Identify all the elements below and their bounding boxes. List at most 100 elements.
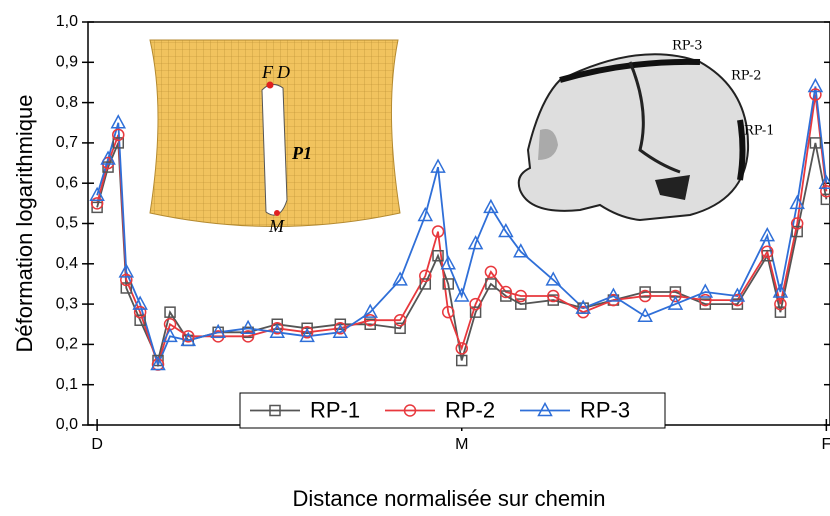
marker (182, 330, 195, 343)
marker (150, 355, 166, 371)
y-tick-label: 0,1 (56, 376, 78, 393)
marker (362, 303, 378, 318)
marker (575, 299, 591, 314)
marker (240, 319, 256, 335)
marker (332, 323, 349, 339)
marker (499, 285, 513, 299)
marker (269, 404, 281, 417)
marker (774, 297, 787, 311)
y-tick-label: 0,9 (56, 54, 78, 71)
marker (120, 282, 133, 294)
marker (301, 322, 313, 335)
legend-box (239, 392, 666, 429)
marker (89, 186, 105, 202)
marker (500, 290, 512, 302)
marker (392, 271, 408, 286)
marker (210, 323, 226, 339)
marker (697, 283, 714, 298)
marker (515, 298, 527, 310)
marker (393, 313, 407, 327)
marker (453, 287, 470, 302)
marker (791, 225, 803, 238)
annotation: RP-1 (744, 124, 775, 139)
marker (269, 323, 285, 339)
marker (132, 295, 148, 310)
marker (498, 222, 514, 238)
marker (455, 354, 468, 367)
marker (514, 289, 528, 303)
marker (483, 198, 499, 214)
marker (299, 327, 315, 343)
y-tick-label: 0,5 (56, 215, 78, 232)
marker (547, 294, 560, 306)
marker (485, 278, 497, 290)
marker (364, 318, 376, 330)
x-tick-label: D (91, 436, 103, 453)
marker (441, 305, 455, 319)
marker (271, 318, 283, 330)
marker (667, 295, 684, 310)
annotation: M (268, 216, 285, 236)
marker (467, 235, 484, 250)
marker (430, 158, 446, 173)
marker (605, 287, 622, 302)
marker (537, 401, 553, 417)
marker (442, 278, 454, 290)
marker (363, 313, 377, 327)
marker (669, 289, 682, 303)
marker (112, 137, 125, 149)
annotation: RP-3 (672, 39, 703, 54)
marker (432, 249, 444, 262)
marker (759, 227, 776, 242)
marker (403, 404, 417, 417)
marker (731, 298, 744, 310)
marker (638, 289, 652, 303)
marker (729, 287, 746, 302)
marker (102, 161, 114, 173)
marker (100, 150, 116, 165)
marker (774, 306, 787, 318)
marker (112, 128, 125, 142)
marker (120, 273, 133, 287)
x-tick-label: M (455, 436, 468, 453)
y-tick-label: 0,8 (56, 94, 78, 111)
series-line (96, 86, 828, 368)
marker (133, 305, 147, 319)
marker (118, 263, 135, 278)
marker (417, 206, 434, 222)
y-tick-label: 0,0 (56, 416, 78, 433)
marker (152, 354, 164, 367)
marker (242, 326, 254, 339)
marker (91, 201, 103, 214)
marker (90, 197, 104, 210)
marker (699, 298, 712, 310)
marker (419, 278, 432, 290)
y-tick-label: 0,3 (56, 295, 78, 312)
marker (699, 293, 712, 307)
mesh-inset (149, 39, 401, 227)
marker (761, 245, 774, 258)
legend-label: RP-2 (445, 397, 495, 422)
marker (469, 297, 482, 311)
marker (300, 326, 314, 339)
marker (809, 137, 822, 149)
marker (431, 225, 445, 238)
marker (110, 114, 127, 129)
x-tick-label: F (821, 436, 830, 453)
y-tick-label: 0,7 (56, 134, 78, 151)
marker (469, 306, 482, 318)
annotation: F (261, 62, 274, 82)
y-tick-label: 0,6 (56, 174, 78, 191)
marker (334, 318, 347, 330)
marker (180, 331, 197, 347)
marker (639, 286, 651, 298)
annotation: RP-2 (731, 69, 762, 84)
annotation: P1 (291, 143, 312, 163)
annotation: D (276, 62, 290, 82)
y-tick-label: 0,4 (56, 255, 78, 272)
y-tick-label: 0,2 (56, 336, 78, 353)
marker (334, 322, 347, 335)
x-axis-label: Distance normalisée sur chemin (292, 486, 605, 511)
marker (134, 314, 146, 326)
